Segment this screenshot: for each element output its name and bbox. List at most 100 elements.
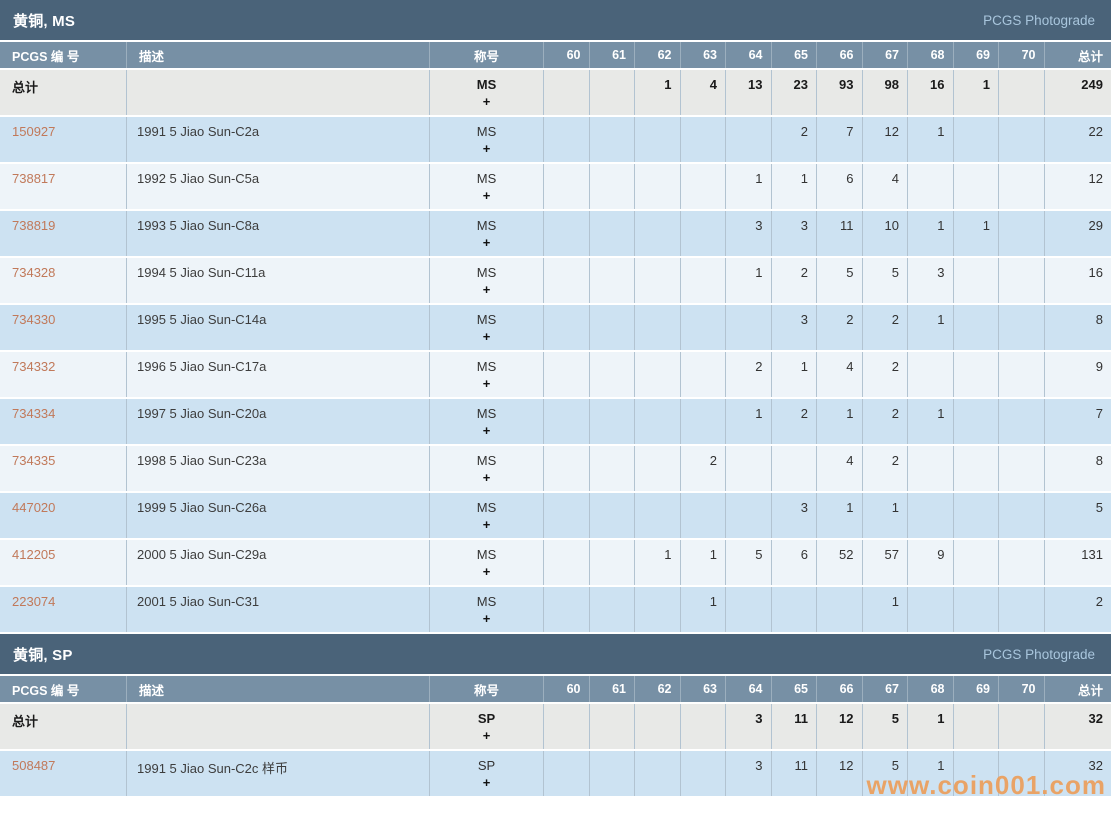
row-total-cell: 8 [1044, 305, 1111, 350]
grade-count-cell: 2 [771, 258, 817, 303]
grade-count-cell [999, 117, 1045, 162]
grade-count-cell [544, 352, 590, 397]
grade-count-cell: 3 [726, 751, 772, 796]
pcgs-number-link[interactable]: 734332 [12, 359, 56, 374]
grade-count-cell: 10 [862, 211, 908, 256]
grade-count-cell [544, 540, 590, 585]
designation-cell: MS + [430, 399, 544, 444]
totals-grade-65-cell: 23 [771, 70, 817, 115]
col-header-grade-63: 63 [680, 676, 726, 702]
grade-count-cell [635, 446, 681, 491]
section-title-bar: 黄铜, MS PCGS Photograde [0, 0, 1111, 40]
description-cell [127, 704, 430, 749]
grade-count-cell [589, 751, 635, 796]
description-cell: 2000 5 Jiao Sun-C29a [127, 540, 430, 585]
grade-count-cell [680, 305, 726, 350]
photograde-link[interactable]: PCGS Photograde [983, 646, 1095, 662]
grade-count-cell [635, 751, 681, 796]
pcgs-number-cell: 738817 [0, 164, 127, 209]
pcgs-number-link[interactable]: 223074 [12, 594, 56, 609]
grade-count-cell: 6 [817, 164, 863, 209]
designation-cell: SP + [430, 751, 544, 796]
grade-count-cell [999, 211, 1045, 256]
totals-label: 总计 [0, 70, 127, 115]
photograde-link[interactable]: PCGS Photograde [983, 12, 1095, 28]
grade-count-cell [726, 587, 772, 632]
pcgs-number-link[interactable]: 447020 [12, 500, 56, 515]
description-cell: 1996 5 Jiao Sun-C17a [127, 352, 430, 397]
grade-count-cell [589, 399, 635, 444]
grade-count-cell [817, 587, 863, 632]
designation-label: MS [476, 218, 497, 233]
column-header-row: PCGS 编 号描述 称号 60 61 62 63 64 65 66 67 68 69 70 总计 [0, 42, 1111, 68]
col-header-grade-68: 68 [908, 676, 954, 702]
pcgs-number-link[interactable]: 738817 [12, 171, 56, 186]
pcgs-number-link[interactable]: 508487 [12, 758, 56, 773]
pcgs-number-cell: 734335 [0, 446, 127, 491]
grade-count-cell [999, 493, 1045, 538]
pcgs-number-link[interactable]: 150927 [12, 124, 56, 139]
grade-count-cell: 2 [862, 352, 908, 397]
designation-plus: + [482, 564, 491, 579]
totals-grade-67-cell: 98 [862, 70, 908, 115]
grade-count-cell [953, 540, 999, 585]
description-cell: 1994 5 Jiao Sun-C11a [127, 258, 430, 303]
col-header-grade-60: 60 [544, 42, 590, 68]
table-row: 223074 2001 5 Jiao Sun-C31 MS +1 1 2 [0, 587, 1111, 632]
grade-count-cell [999, 446, 1045, 491]
designation-label: MS [476, 406, 497, 421]
table-row: 734328 1994 5 Jiao Sun-C11a MS +1 2 5 5 3 16 [0, 258, 1111, 303]
grade-count-cell [589, 540, 635, 585]
col-header-grade-63: 63 [680, 42, 726, 68]
grade-count-cell [680, 117, 726, 162]
pcgs-number-link[interactable]: 412205 [12, 547, 56, 562]
pcgs-number-link[interactable]: 738819 [12, 218, 56, 233]
table-row: 734332 1996 5 Jiao Sun-C17a MS +2 1 4 2 9 [0, 352, 1111, 397]
section-title-bar: 黄铜, SP PCGS Photograde [0, 634, 1111, 674]
grade-count-cell: 5 [726, 540, 772, 585]
grade-count-cell [544, 305, 590, 350]
designation-plus: + [482, 470, 491, 485]
row-total-cell: 9 [1044, 352, 1111, 397]
col-header-grade-66: 66 [817, 676, 863, 702]
pcgs-number-link[interactable]: 734334 [12, 406, 56, 421]
designation-label: MS [476, 312, 497, 327]
row-total-cell: 16 [1044, 258, 1111, 303]
designation-label: MS [476, 265, 497, 280]
grade-count-cell [635, 493, 681, 538]
designation-cell: MS + [430, 164, 544, 209]
totals-row: 总计 SP +3 11 12 5 1 32 [0, 704, 1111, 749]
column-header-row: PCGS 编 号描述 称号 60 61 62 63 64 65 66 67 68 69 70 总计 [0, 676, 1111, 702]
designation-plus: + [482, 517, 491, 532]
grade-count-cell [726, 305, 772, 350]
pcgs-number-cell: 412205 [0, 540, 127, 585]
grade-count-cell [589, 493, 635, 538]
grade-count-cell: 2 [771, 117, 817, 162]
designation-plus: + [482, 282, 491, 297]
totals-grade-61-cell [589, 70, 635, 115]
grade-count-cell: 11 [771, 751, 817, 796]
grade-count-cell [544, 399, 590, 444]
section-title: 黄铜, MS [13, 12, 76, 30]
population-table: 黄铜, MS PCGS Photograde PCGS 编 号描述 称号 60 61 62 6… [0, 0, 1111, 632]
grade-count-cell: 2 [680, 446, 726, 491]
col-header-grade-62: 62 [635, 42, 681, 68]
designation-plus: + [482, 329, 491, 344]
pcgs-number-link[interactable]: 734330 [12, 312, 56, 327]
col-header-grade-68: 68 [908, 42, 954, 68]
grade-count-cell [544, 587, 590, 632]
pcgs-number-cell: 447020 [0, 493, 127, 538]
pcgs-number-link[interactable]: 734335 [12, 453, 56, 468]
col-header-designation: 称号 [430, 42, 544, 68]
pcgs-number-link[interactable]: 734328 [12, 265, 56, 280]
designation-label: MS [476, 124, 497, 139]
row-total-cell: 32 [1044, 751, 1111, 796]
designation-plus: + [482, 94, 491, 109]
row-total-cell: 2 [1044, 587, 1111, 632]
designation-cell: MS + [430, 70, 544, 115]
grade-count-cell [953, 446, 999, 491]
grade-count-cell [953, 164, 999, 209]
grade-count-cell: 1 [908, 305, 954, 350]
grade-count-cell [635, 587, 681, 632]
